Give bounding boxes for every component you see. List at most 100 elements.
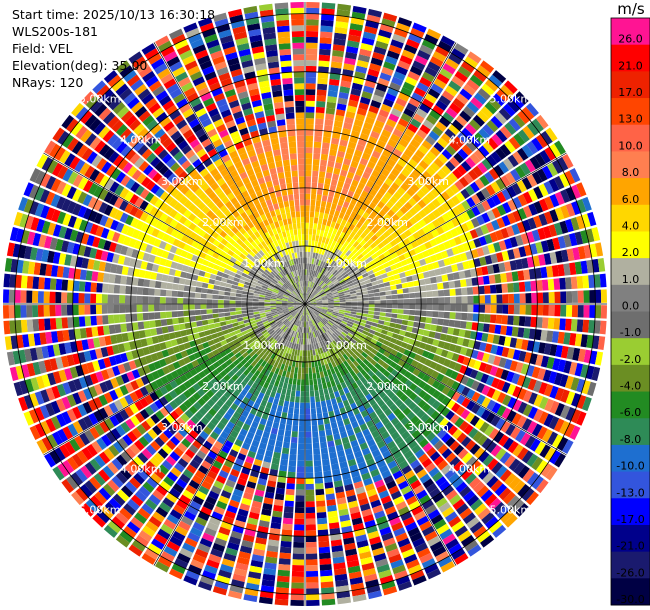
velocity-gate xyxy=(322,142,330,150)
velocity-gate xyxy=(383,408,393,417)
velocity-gate xyxy=(108,273,116,284)
velocity-gate xyxy=(308,308,313,313)
velocity-gate xyxy=(96,282,103,293)
velocity-gate xyxy=(481,200,491,211)
velocity-gate xyxy=(319,328,324,335)
velocity-gate xyxy=(310,301,317,304)
velocity-gate xyxy=(343,337,350,343)
velocity-gate xyxy=(430,324,437,332)
velocity-gate xyxy=(331,354,337,361)
velocity-gate xyxy=(392,356,401,364)
velocity-gate xyxy=(276,481,286,489)
velocity-gate xyxy=(276,434,284,442)
velocity-gate xyxy=(370,263,378,270)
velocity-gate xyxy=(560,305,567,317)
velocity-gate xyxy=(531,229,541,242)
velocity-gate xyxy=(305,437,312,444)
velocity-gate xyxy=(160,311,167,319)
velocity-gate xyxy=(334,485,345,494)
velocity-gate xyxy=(525,304,532,315)
velocity-gate xyxy=(366,193,375,202)
velocity-gate xyxy=(330,421,338,429)
velocity-gate xyxy=(405,102,418,113)
velocity-gate xyxy=(26,319,34,333)
velocity-gate xyxy=(330,326,337,332)
velocity-gate xyxy=(344,312,351,316)
velocity-gate xyxy=(413,340,421,348)
velocity-gate xyxy=(119,314,126,323)
velocity-gate xyxy=(340,381,347,389)
velocity-gate xyxy=(452,168,463,180)
velocity-gate xyxy=(340,394,348,402)
velocity-gate xyxy=(424,181,435,191)
velocity-gate xyxy=(309,390,315,397)
velocity-gate xyxy=(401,133,412,143)
velocity-gate xyxy=(349,415,357,424)
velocity-gate xyxy=(500,227,510,239)
velocity-gate xyxy=(266,444,275,452)
velocity-gate xyxy=(395,339,403,347)
velocity-gate xyxy=(345,208,353,216)
velocity-gate xyxy=(313,223,318,230)
velocity-gate xyxy=(261,508,272,517)
velocity-gate xyxy=(336,351,343,358)
velocity-gate xyxy=(465,456,478,468)
velocity-gate xyxy=(321,340,326,347)
velocity-gate xyxy=(282,523,293,531)
velocity-gate xyxy=(440,133,453,144)
velocity-gate xyxy=(386,304,393,309)
velocity-gate xyxy=(327,308,334,312)
velocity-gate xyxy=(366,161,376,170)
velocity-gate xyxy=(290,390,296,397)
velocity-gate xyxy=(375,378,383,386)
velocity-gate xyxy=(393,71,406,81)
velocity-gate xyxy=(336,497,347,505)
velocity-gate xyxy=(303,315,305,322)
velocity-gate xyxy=(419,124,431,135)
velocity-gate xyxy=(362,428,371,437)
velocity-gate xyxy=(355,431,364,440)
velocity-gate xyxy=(305,100,315,107)
velocity-gate xyxy=(469,521,484,534)
velocity-gate xyxy=(317,322,322,329)
velocity-gate xyxy=(576,411,587,426)
velocity-gate xyxy=(421,195,431,205)
velocity-gate xyxy=(432,389,442,400)
velocity-gate xyxy=(422,170,432,181)
velocity-gate xyxy=(327,405,334,412)
velocity-gate xyxy=(486,137,499,150)
velocity-gate xyxy=(559,220,569,234)
velocity-gate xyxy=(495,229,504,241)
velocity-gate xyxy=(148,296,155,304)
velocity-gate xyxy=(403,251,411,259)
velocity-gate xyxy=(412,22,427,33)
velocity-gate xyxy=(351,179,359,188)
velocity-gate xyxy=(327,299,334,302)
velocity-gate xyxy=(345,228,353,236)
velocity-gate xyxy=(224,291,231,296)
velocity-gate xyxy=(484,424,495,437)
velocity-gate xyxy=(348,571,362,580)
velocity-gate xyxy=(415,298,422,304)
velocity-gate xyxy=(332,556,345,564)
velocity-gate xyxy=(384,505,397,516)
velocity-gate xyxy=(555,344,563,358)
velocity-gate xyxy=(600,305,607,319)
velocity-gate xyxy=(553,222,563,236)
velocity-gate xyxy=(418,423,428,434)
velocity-gate xyxy=(499,451,512,465)
velocity-gate xyxy=(332,324,338,330)
velocity-gate xyxy=(354,341,362,348)
velocity-gate xyxy=(218,295,225,300)
velocity-gate xyxy=(322,318,328,324)
velocity-gate xyxy=(551,331,560,343)
velocity-gate xyxy=(374,238,382,246)
velocity-gate xyxy=(312,159,320,166)
velocity-gate xyxy=(339,252,346,259)
velocity-gate xyxy=(442,63,456,75)
velocity-gate xyxy=(470,380,480,391)
velocity-gate xyxy=(334,573,348,582)
velocity-gate xyxy=(331,55,344,63)
velocity-gate xyxy=(341,271,348,277)
velocity-gate xyxy=(445,265,453,274)
